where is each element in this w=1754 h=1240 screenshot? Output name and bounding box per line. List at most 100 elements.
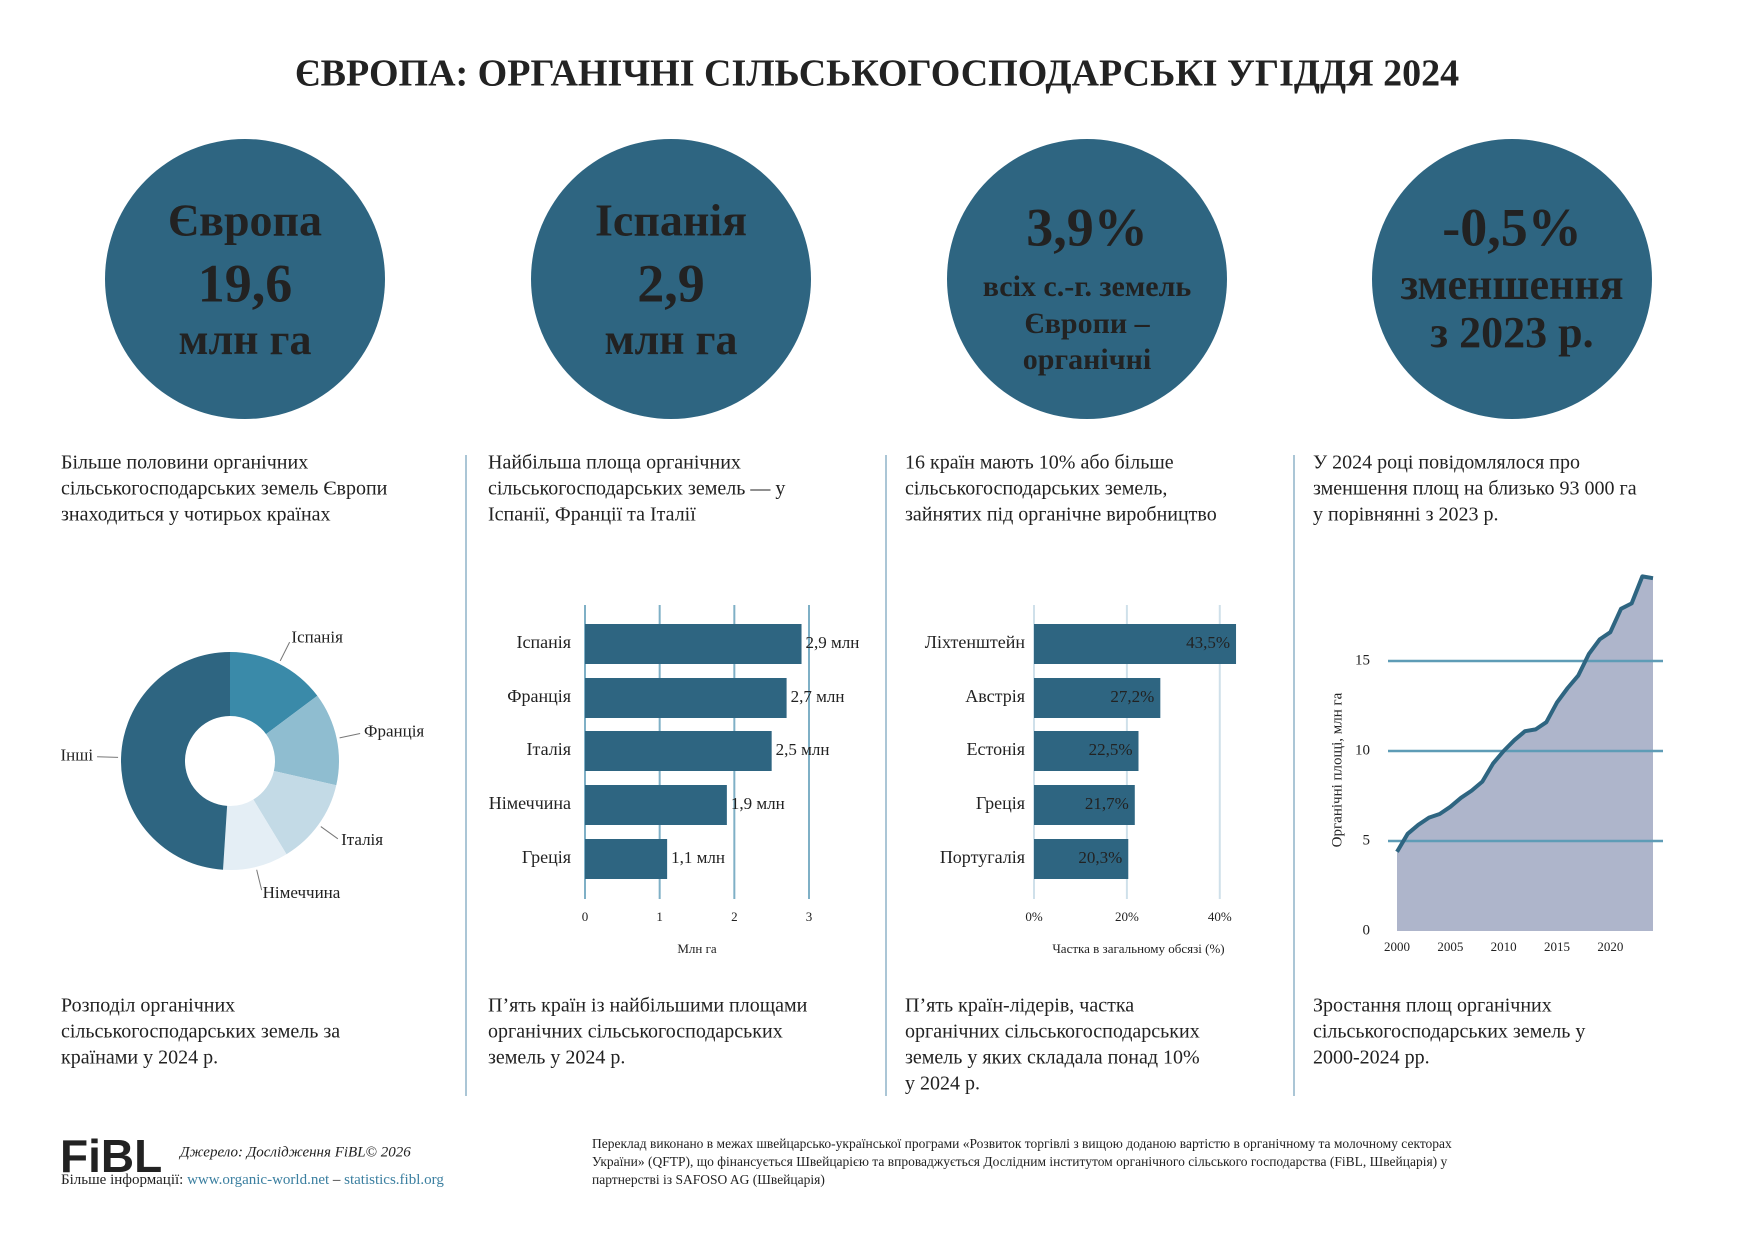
footer-note: партнерстві із SAFOSO AG (Швейцарія) — [592, 1172, 825, 1187]
stat-text: млн га — [179, 315, 312, 364]
caption-text: Розподіл органічних — [61, 995, 235, 1017]
leader-line — [97, 756, 119, 758]
value-label: 1,9 млн — [731, 794, 785, 813]
link[interactable]: www.organic-world.net — [187, 1172, 330, 1188]
bar — [585, 839, 668, 879]
stat-text: 3,9% — [1026, 197, 1148, 257]
source: Джерело: Дослідження FiBL© 2026 — [178, 1144, 411, 1160]
x-tick-label: 3 — [806, 909, 813, 924]
caption-text: сільськогосподарських земель у — [1313, 1021, 1585, 1043]
category-label: Ліхтенштейн — [925, 632, 1026, 652]
intro-text: Іспанії, Франції та Італії — [488, 504, 696, 526]
caption-text: у 2024 р. — [905, 1073, 980, 1095]
donut-slice — [253, 771, 337, 855]
category-label: Естонія — [966, 739, 1025, 759]
stat-text: -0,5% — [1442, 197, 1581, 257]
stat-text: органічні — [1023, 343, 1151, 376]
area-fill — [1397, 576, 1653, 931]
donut-slice — [230, 652, 318, 735]
caption-text: 2000-2024 рр. — [1313, 1047, 1430, 1069]
stat-text: з 2023 р. — [1430, 308, 1593, 357]
stat-text: Європа — [168, 195, 322, 246]
slice-label: Німеччина — [263, 883, 341, 902]
value-label: 1,1 млн — [671, 848, 725, 867]
more-label: Більше інформації: — [61, 1172, 183, 1188]
x-tick-label: 40% — [1208, 909, 1232, 924]
stat-text: Європи – — [1024, 307, 1150, 340]
category-label: Німеччина — [489, 793, 571, 813]
bar — [1034, 839, 1129, 879]
x-tick-label: 0% — [1025, 909, 1043, 924]
slice-label: Інші — [60, 746, 93, 765]
intro-text: Більше половини органічних — [61, 452, 308, 474]
intro-text: сільськогосподарських земель Європи — [61, 478, 388, 500]
y-tick-label: 5 — [1363, 832, 1371, 848]
slice-label: Італія — [341, 830, 383, 849]
link[interactable]: statistics.fibl.org — [344, 1172, 444, 1188]
stat-text: 2,9 — [637, 253, 705, 313]
caption-text: органічних сільськогосподарських — [488, 1021, 783, 1043]
bar — [1034, 624, 1237, 664]
y-tick-label: 10 — [1355, 742, 1370, 758]
category-label: Греція — [522, 847, 571, 867]
bar — [585, 678, 787, 718]
intro-text: сільськогосподарських земель, — [905, 478, 1167, 500]
caption-text: Зростання площ органічних — [1313, 995, 1552, 1017]
y-tick-label: 0 — [1363, 922, 1371, 938]
value-label: 27,2% — [1110, 687, 1154, 706]
category-label: Італія — [527, 739, 572, 759]
stat-text: 19,6 — [198, 253, 293, 313]
footer-note: Переклад виконано в межах швейцарсько-ук… — [592, 1136, 1452, 1151]
leader-line — [279, 641, 291, 662]
category-label: Франція — [507, 686, 571, 706]
stat-circle — [105, 139, 385, 419]
x-axis-label: Частка в загальному обсязі (%) — [1052, 941, 1224, 956]
leader-line — [339, 732, 361, 739]
x-tick-label: 2 — [731, 909, 738, 924]
caption-text: П’ять країн із найбільшими площами — [488, 995, 808, 1017]
stat-text: всіх с.-г. земель — [983, 270, 1192, 303]
value-label: 2,5 млн — [776, 740, 830, 759]
more-info: Більше інформації: www.organic-world.net… — [61, 1172, 444, 1188]
y-tick-label: 15 — [1355, 652, 1370, 668]
value-label: 22,5% — [1089, 740, 1133, 759]
x-tick-label: 20% — [1115, 909, 1139, 924]
intro-text: у порівнянні з 2023 р. — [1313, 504, 1498, 526]
caption-text: земель у 2024 р. — [488, 1047, 625, 1069]
page-title: ЄВРОПА: ОРГАНІЧНІ СІЛЬСЬКОГОСПОДАРСЬКІ У… — [295, 53, 1459, 95]
stat-circle — [1372, 139, 1652, 419]
bar — [585, 785, 727, 825]
slice-label: Іспанія — [291, 627, 343, 646]
x-tick-label: 1 — [656, 909, 663, 924]
x-tick-label: 2020 — [1597, 939, 1623, 954]
leader-line — [320, 826, 339, 840]
x-tick-label: 2000 — [1384, 939, 1410, 954]
category-label: Іспанія — [516, 632, 571, 652]
donut-slice — [121, 652, 230, 870]
x-tick-label: 2005 — [1437, 939, 1463, 954]
intro-text: знаходиться у чотирьох країнах — [61, 504, 331, 526]
intro-text: зайнятих під органічне виробництво — [905, 504, 1217, 526]
x-axis-label: Млн га — [677, 941, 717, 956]
category-label: Португалія — [940, 847, 1025, 867]
stat-text: млн га — [605, 315, 738, 364]
donut-slice — [223, 799, 287, 870]
intro-text: 16 країн мають 10% або більше — [905, 452, 1174, 474]
separator: – — [332, 1172, 341, 1188]
value-label: 2,7 млн — [791, 687, 845, 706]
caption-text: земель у яких складала понад 10% — [905, 1047, 1200, 1069]
intro-text: У 2024 році повідомлялося про — [1313, 452, 1580, 474]
donut-slice — [266, 695, 339, 786]
x-tick-label: 2010 — [1491, 939, 1517, 954]
value-label: 2,9 млн — [806, 633, 860, 652]
caption-text: органічних сільськогосподарських — [905, 1021, 1200, 1043]
area-line — [1395, 574, 1654, 853]
intro-text: сільськогосподарських земель — у — [488, 478, 785, 500]
caption-text: П’ять країн-лідерів, частка — [905, 995, 1134, 1017]
x-tick-label: 2015 — [1544, 939, 1570, 954]
bar — [585, 624, 802, 664]
stat-text: зменшення — [1400, 260, 1623, 309]
